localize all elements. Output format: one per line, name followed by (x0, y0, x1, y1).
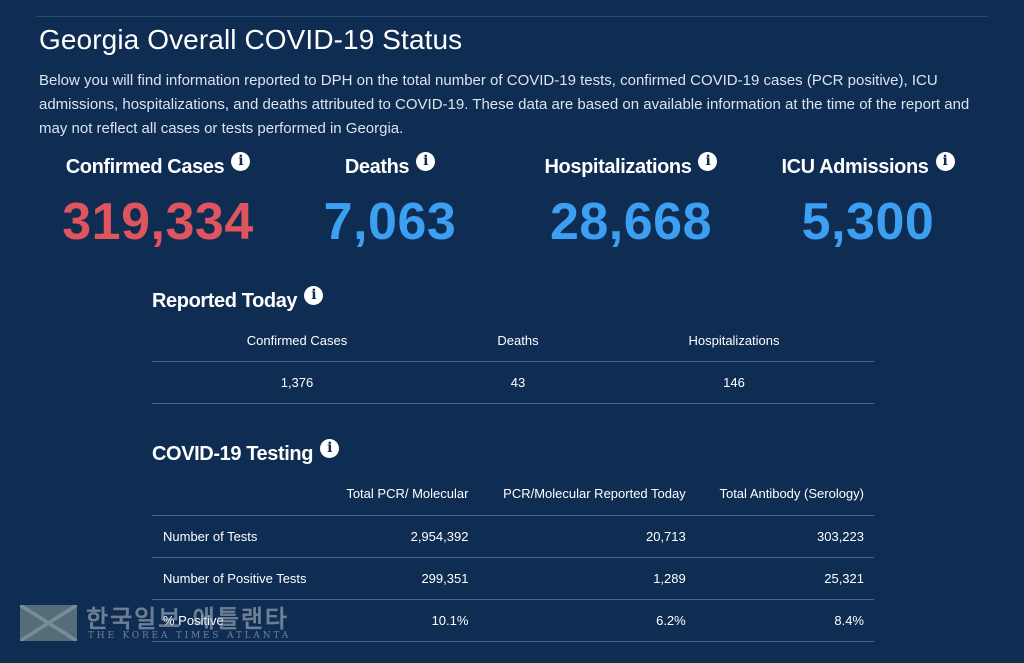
table-cell: 25,321 (695, 557, 874, 600)
table-cell: 43 (442, 361, 594, 404)
row-label: Number of Tests (152, 515, 339, 558)
stat-value-hospitalizations: 28,668 (549, 193, 713, 251)
stat-label: Confirmed Cases i (65, 152, 251, 179)
stat-icu-admissions: ICU Admissions i 5,300 (762, 152, 974, 252)
stat-label-text: Hospitalizations (544, 156, 692, 178)
table-cell: 6.2% (478, 599, 696, 642)
row-label-header (152, 472, 339, 516)
table-cell: 1,289 (478, 557, 696, 600)
info-icon[interactable]: i (416, 152, 436, 171)
reported-today-title: Reported Today i (152, 286, 324, 313)
table-cell: 303,223 (695, 515, 874, 558)
stat-label: Hospitalizations i (544, 152, 718, 179)
info-icon[interactable]: i (698, 152, 718, 171)
table-header-row: Total PCR/ Molecular PCR/Molecular Repor… (152, 472, 874, 516)
row-label: % Positive (152, 599, 339, 642)
table-header-row: Confirmed Cases Deaths Hospitalizations (152, 320, 874, 362)
table-cell: 299,351 (338, 557, 479, 600)
table-row: Number of Tests 2,954,392 20,713 303,223 (152, 515, 874, 558)
info-icon[interactable]: i (320, 439, 340, 458)
stat-label: Deaths i (344, 152, 436, 179)
table-cell: 2,954,392 (338, 515, 479, 558)
column-header: Total PCR/ Molecular (338, 472, 479, 516)
intro-text: Below you will find information reported… (39, 72, 970, 137)
column-header: Confirmed Cases (152, 320, 442, 362)
page-title: Georgia Overall COVID-19 Status (39, 24, 463, 55)
stat-confirmed-cases: Confirmed Cases i 319,334 (40, 152, 276, 252)
stat-value-icu-admissions: 5,300 (801, 193, 935, 251)
info-icon[interactable]: i (231, 152, 251, 171)
table-cell: 146 (594, 361, 874, 404)
row-label: Number of Positive Tests (152, 557, 339, 600)
table-row: 1,376 43 146 (152, 361, 874, 404)
table-cell: 1,376 (152, 361, 442, 404)
stat-label: ICU Admissions i (781, 152, 955, 179)
watermark-english-text: THE KOREA TIMES ATLANTA (88, 631, 291, 641)
column-header: Total Antibody (Serology) (695, 472, 874, 516)
stat-label-text: Deaths (344, 156, 410, 178)
info-icon[interactable]: i (935, 152, 955, 171)
table-row: % Positive 10.1% 6.2% 8.4% (152, 599, 874, 642)
stat-value-confirmed-cases: 319,334 (62, 193, 254, 251)
top-divider (36, 16, 988, 17)
table-cell: 20,713 (478, 515, 696, 558)
table-cell: 8.4% (695, 599, 874, 642)
stat-hospitalizations: Hospitalizations i 28,668 (516, 152, 746, 252)
watermark-flag-logo (20, 605, 77, 641)
watermark-korean-text: 한국일보 애틀랜타 (86, 605, 289, 633)
korea-times-watermark: 한국일보 애틀랜타 THE KOREA TIMES ATLANTA (20, 601, 340, 646)
column-header: Deaths (442, 320, 594, 362)
info-icon[interactable]: i (304, 286, 324, 305)
covid-testing-title: COVID-19 Testing i (152, 439, 340, 466)
table-cell: 10.1% (338, 599, 479, 642)
stat-deaths: Deaths i 7,063 (290, 152, 490, 252)
table-row: Number of Positive Tests 299,351 1,289 2… (152, 557, 874, 600)
section-title-text: COVID-19 Testing (152, 443, 314, 465)
column-header: Hospitalizations (594, 320, 874, 362)
section-title-text: Reported Today (152, 290, 298, 312)
covid-testing-table: Total PCR/ Molecular PCR/Molecular Repor… (152, 472, 874, 642)
column-header: PCR/Molecular Reported Today (478, 472, 696, 516)
stat-label-text: ICU Admissions (781, 156, 929, 178)
stat-label-text: Confirmed Cases (65, 156, 225, 178)
stat-value-deaths: 7,063 (323, 193, 457, 251)
reported-today-table: Confirmed Cases Deaths Hospitalizations … (152, 320, 874, 404)
